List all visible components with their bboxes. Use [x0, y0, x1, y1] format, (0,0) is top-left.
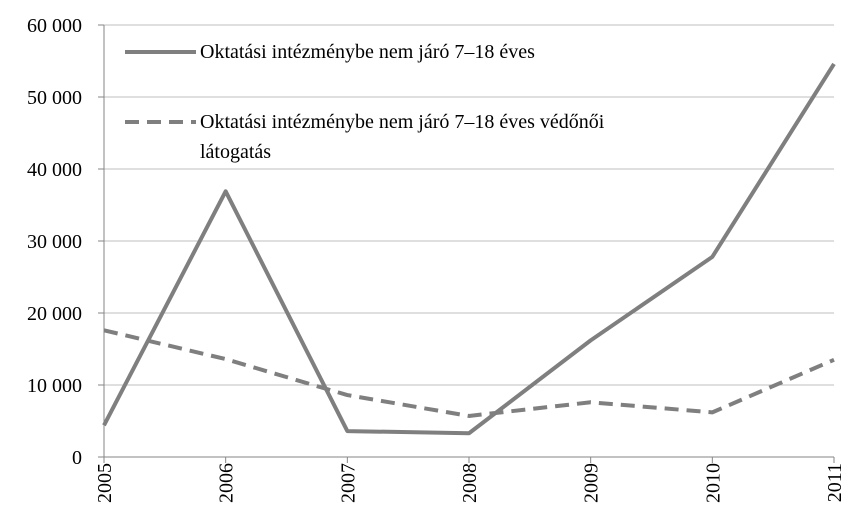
x-tick-label: 2007 — [337, 463, 359, 503]
x-tick-label: 2011 — [824, 463, 844, 502]
y-tick-label: 50 000 — [27, 87, 82, 109]
y-tick-label: 40 000 — [27, 159, 82, 181]
data-line — [103, 328, 835, 418]
y-tick-label: 10 000 — [27, 375, 82, 397]
legend-label: Oktatási intézménybe nem járó 7–18 éves … — [200, 111, 605, 163]
x-tick-label: 2009 — [581, 463, 603, 503]
legend-label: Oktatási intézménybe nem járó 7–18 éves — [200, 41, 535, 63]
x-tick-label: 2006 — [216, 463, 238, 503]
y-tick-label: 60 000 — [27, 15, 82, 37]
y-tick-label: 30 000 — [27, 231, 82, 253]
x-tick-label: 2005 — [94, 463, 116, 503]
y-tick-label: 0 — [72, 447, 82, 469]
data-line — [102, 62, 836, 436]
y-tick-label: 20 000 — [27, 303, 82, 325]
x-tick-label: 2010 — [702, 463, 724, 503]
x-tick-label: 2008 — [459, 463, 481, 503]
